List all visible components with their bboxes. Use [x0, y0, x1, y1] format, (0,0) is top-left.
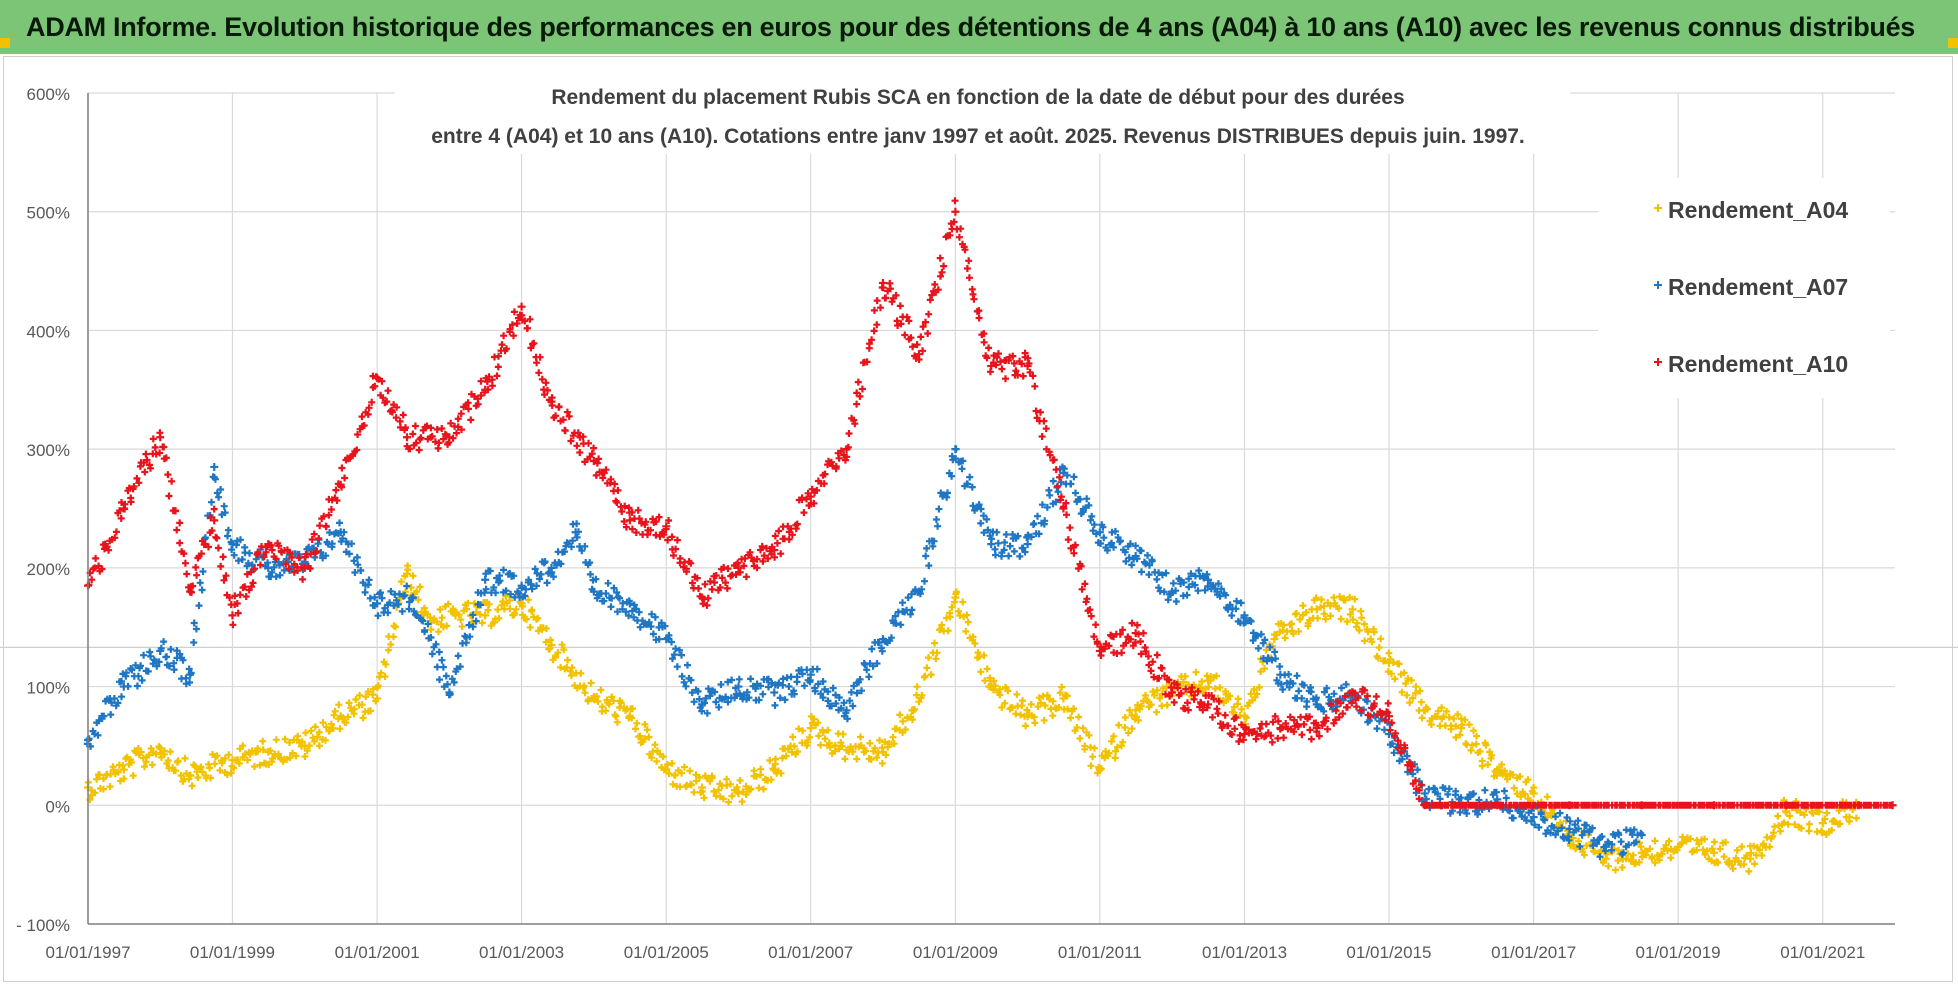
y-tick-label: 500% [27, 204, 70, 223]
title-backdrop [395, 78, 1570, 154]
x-tick-label: 01/01/2021 [1780, 943, 1865, 962]
x-tick-label: 01/01/2007 [768, 943, 853, 962]
series-Rendement_A10 [84, 197, 1897, 810]
x-tick-label: 01/01/2001 [335, 943, 420, 962]
series-Rendement_A04 [84, 562, 1863, 875]
data-point [1529, 813, 1538, 822]
axes: - 100% 0% 100% 200% 300% 400% 500% 600% 01/01/19… [16, 85, 1895, 962]
x-tick-label: 01/01/2017 [1491, 943, 1576, 962]
data-point [770, 688, 779, 697]
chart-title-line-2: entre 4 (A04) et 10 ans (A10). Cotations… [431, 125, 1525, 148]
data-point [1420, 789, 1429, 798]
corner-mark-tl [0, 38, 10, 48]
x-tick-label: 01/01/2009 [913, 943, 998, 962]
y-tick-label: 400% [27, 322, 70, 341]
data-point [517, 302, 526, 311]
data-point [625, 516, 634, 525]
x-tick-label: 01/01/2011 [1058, 943, 1142, 962]
y-tick-label: 100% [27, 679, 70, 698]
series-scatter-texture [83, 445, 1645, 861]
corner-mark-tr [1948, 38, 1958, 48]
data-point [1818, 819, 1827, 828]
y-tick-label: 200% [27, 560, 70, 579]
x-tick-label: 01/01/2019 [1636, 943, 1721, 962]
x-tick-label: 01/01/1999 [190, 943, 275, 962]
legend-label: Rendement_A04 [1668, 197, 1848, 223]
data-point [210, 462, 219, 471]
legend: Rendement_A04 Rendement_A07 Rendement_A10 [1598, 178, 1890, 398]
data-point [228, 611, 237, 620]
data-point [1384, 730, 1393, 739]
y-tick-label: 300% [27, 441, 70, 460]
series-Rendement_A07 [83, 445, 1646, 861]
data-point [1204, 575, 1213, 584]
data-points [83, 197, 1897, 875]
banner-title: ADAM Informe. Evolution historique des p… [0, 0, 1958, 54]
y-tick-label: 0% [45, 797, 70, 816]
series-scatter-texture [85, 197, 1894, 809]
x-tick-label: 01/01/1997 [45, 943, 130, 962]
x-tick-label: 01/01/2015 [1346, 943, 1431, 962]
x-tick-label: 01/01/2003 [479, 943, 564, 962]
legend-backdrop [1598, 178, 1890, 398]
legend-marker [1654, 358, 1662, 366]
legend-marker [1654, 281, 1662, 289]
legend-label: Rendement_A10 [1668, 351, 1848, 377]
data-point [951, 207, 960, 216]
data-point [403, 433, 412, 442]
y-tick-label: - 100% [16, 916, 70, 935]
data-point [1023, 540, 1032, 549]
data-point [1709, 848, 1718, 857]
legend-marker [1654, 204, 1662, 212]
data-point [806, 724, 815, 733]
data-point [1565, 825, 1574, 834]
x-tick-label: 01/01/2013 [1202, 943, 1287, 962]
x-tick-label: 01/01/2005 [624, 943, 709, 962]
legend-label: Rendement_A07 [1668, 274, 1848, 300]
y-tick-label: 600% [27, 85, 70, 104]
chart-title-line-1: Rendement du placement Rubis SCA en fonc… [551, 86, 1404, 109]
data-point [1348, 605, 1357, 614]
